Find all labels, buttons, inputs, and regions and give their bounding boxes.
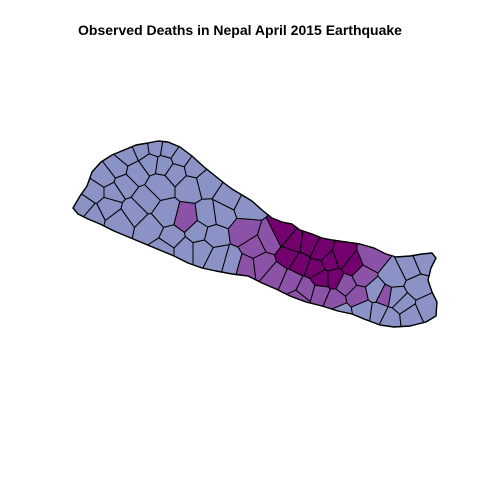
district-low-79 [365,275,386,303]
district-high-59 [274,246,300,270]
district-high-62 [309,269,329,288]
nepal-country-outline [72,140,438,328]
district-high-58 [288,251,312,277]
district-low-80 [387,285,408,309]
map-title: Observed Deaths in Nepal April 2015 Eart… [78,22,402,38]
district-layer [72,140,438,328]
